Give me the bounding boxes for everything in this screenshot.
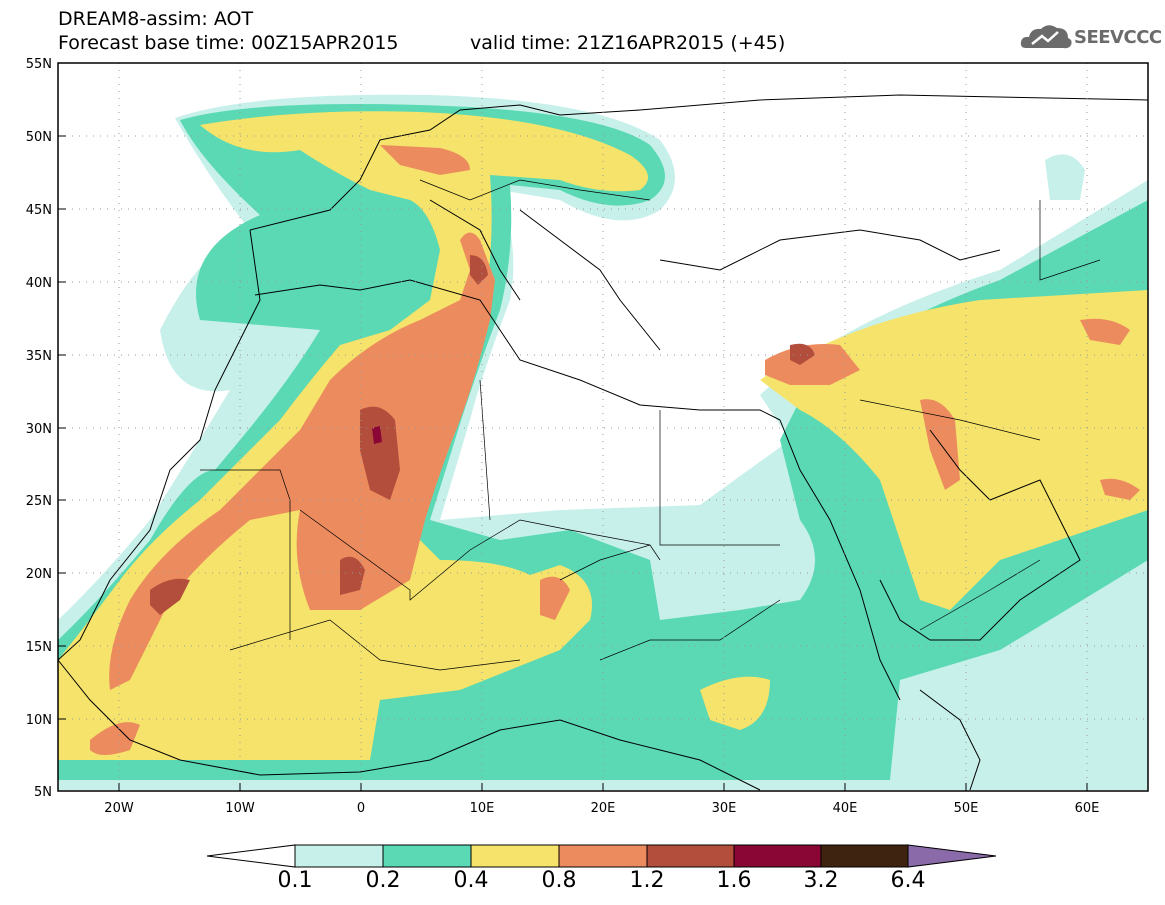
colorbar-label: 6.4 (890, 868, 926, 893)
lon-label: 0 (357, 801, 365, 816)
lat-label: 45N (26, 203, 52, 218)
lat-label: 55N (26, 57, 52, 72)
lat-label: 5N (34, 785, 52, 800)
graticule (58, 63, 1148, 791)
colorbar-label: 1.2 (629, 868, 665, 893)
colorbar-box (294, 844, 384, 868)
lon-label: 40E (833, 801, 858, 816)
lat-label: 30N (26, 422, 52, 437)
colorbar-under (206, 844, 296, 868)
colorbar-box (382, 844, 472, 868)
lat-label: 15N (26, 640, 52, 655)
lon-label: 50E (954, 801, 979, 816)
lon-label: 20E (591, 801, 616, 816)
forecast-base-time: Forecast base time: 00Z15APR2015 (58, 32, 399, 54)
valid-time: valid time: 21Z16APR2015 (+45) (470, 32, 786, 54)
colorbar-label: 0.4 (453, 868, 489, 893)
aot-shading (58, 94, 1148, 791)
colorbar-box (558, 844, 648, 868)
coastlines (58, 94, 1148, 791)
aot-level-5 (150, 255, 815, 615)
lon-label: 60E (1075, 801, 1100, 816)
lon-label: 30E (712, 801, 737, 816)
colorbar-label: 0.2 (365, 868, 401, 893)
lat-label: 40N (26, 276, 52, 291)
colorbar-label: 0.1 (277, 868, 313, 893)
lon-label: 20W (104, 801, 134, 816)
colorbar-label: 1.6 (716, 868, 752, 893)
latitude-labels: 55N 50N 45N 40N 35N 30N 25N 20N 15N 10N … (26, 57, 52, 800)
lat-label: 25N (26, 494, 52, 509)
lat-label: 35N (26, 349, 52, 364)
aot-level-4 (90, 145, 1140, 755)
country-borders (200, 179, 1101, 671)
longitude-labels: 20W 10W 0 10E 20E 30E 40E 50E 60E (104, 801, 1099, 816)
colorbar-label: 3.2 (803, 868, 839, 893)
seevccc-logo: SEEVCCC (1018, 18, 1162, 58)
cloud-icon (1020, 25, 1072, 49)
map-title: DREAM8-assim: AOT (58, 8, 254, 30)
lat-label: 20N (26, 567, 52, 582)
lat-label: 50N (26, 130, 52, 145)
colorbar-label: 0.8 (541, 868, 577, 893)
lon-label: 10W (225, 801, 255, 816)
colorbar-box (733, 844, 822, 868)
axis-ticks (58, 62, 1088, 791)
colorbar-box (646, 844, 735, 868)
colorbar (206, 844, 997, 868)
lon-label: 10E (470, 801, 495, 816)
aot-level-6 (372, 426, 382, 444)
colorbar-box (820, 844, 909, 868)
lat-label: 10N (26, 713, 52, 728)
colorbar-over (907, 844, 997, 868)
colorbar-box (470, 844, 560, 868)
logo-text: SEEVCCC (1074, 27, 1162, 48)
